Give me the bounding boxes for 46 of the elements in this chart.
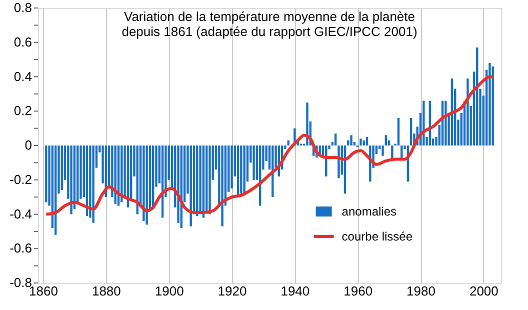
- bar: [382, 146, 384, 156]
- x-tick-label: 1920: [218, 284, 247, 298]
- y-tick-label: 0.2: [14, 103, 32, 118]
- bar: [384, 135, 387, 146]
- line-series: [44, 75, 494, 216]
- y-tick-label: -0.6: [10, 240, 32, 256]
- bar: [488, 63, 491, 146]
- x-tick-label: 1980: [406, 284, 436, 298]
- bar: [318, 146, 321, 154]
- y-tick-label: 0.6: [14, 34, 32, 50]
- y-tick-label: -0.4: [10, 206, 32, 222]
- text: Variation de la température moyenne de la planète depuis 1861 (adaptée du rapport GIEC/IPCC 2001): [122, 9, 418, 39]
- y-tick-label: -0.2: [10, 172, 32, 187]
- legend-label: anomalies: [342, 204, 397, 218]
- x-tick-label: 1960: [344, 284, 373, 298]
- bar: [221, 146, 224, 226]
- bar: [60, 146, 63, 190]
- y-tick-label: 0.8: [14, 0, 32, 15]
- bar: [350, 135, 352, 146]
- bar: [199, 146, 202, 214]
- bar: [45, 146, 48, 202]
- bar: [252, 146, 255, 180]
- x-tick-label: 1880: [92, 284, 121, 298]
- x-tick-label: 1940: [280, 284, 310, 298]
- bar: [92, 146, 94, 223]
- x-tick-label: 1900: [154, 284, 184, 298]
- y-tick-label: 0: [24, 138, 32, 152]
- bar: [306, 102, 308, 146]
- bar: [70, 146, 72, 214]
- y-tick-label: -0.8: [10, 275, 32, 290]
- bar: [334, 133, 337, 146]
- bar: [243, 146, 246, 196]
- bar: [80, 146, 82, 199]
- bar: [410, 118, 412, 146]
- bar: [142, 146, 145, 222]
- bar: [230, 146, 233, 188]
- bar: [208, 146, 211, 214]
- legend-label: courbe lissée: [342, 230, 413, 244]
- y-tick-label: 0.4: [14, 68, 32, 84]
- bar: [360, 138, 362, 146]
- bar: [146, 146, 148, 225]
- bar: [397, 118, 400, 146]
- bar: [444, 100, 447, 146]
- x-tick-label: 2000: [469, 284, 498, 298]
- bar: [466, 78, 469, 146]
- bar: [240, 146, 242, 194]
